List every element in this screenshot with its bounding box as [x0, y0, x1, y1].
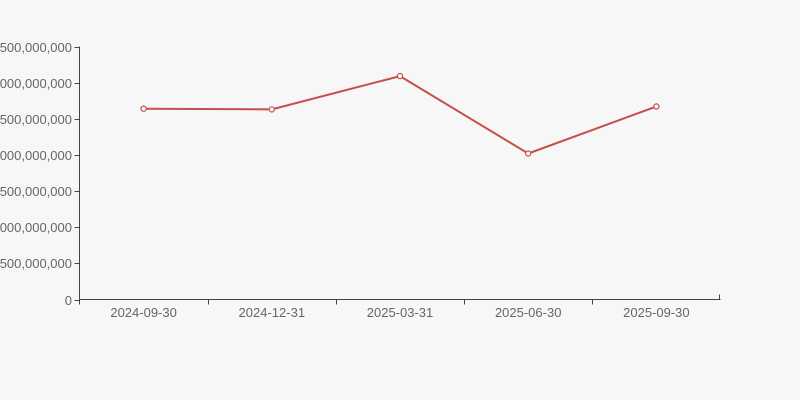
- x-tick-label: 2024-12-31: [239, 305, 306, 320]
- data-point-marker[interactable]: [268, 106, 275, 113]
- data-point-marker[interactable]: [140, 105, 147, 112]
- y-tick-label: 1,000,000,000: [0, 220, 72, 235]
- y-tick-label: 2,000,000,000: [0, 148, 72, 163]
- x-tick-label: 2025-06-30: [495, 305, 562, 320]
- x-tick-label: 2025-09-30: [623, 305, 690, 320]
- y-tick-label: 500,000,000: [0, 256, 72, 271]
- y-tick-label: 0: [65, 293, 72, 308]
- y-tick-label: 2,500,000,000: [0, 112, 72, 127]
- y-tick-label: 3,000,000,000: [0, 76, 72, 91]
- x-tick-label: 2024-09-30: [110, 305, 177, 320]
- y-tick-label: 1,500,000,000: [0, 184, 72, 199]
- x-tick-label: 2025-03-31: [367, 305, 434, 320]
- data-point-marker[interactable]: [653, 103, 660, 110]
- line-series: [142, 75, 658, 155]
- y-tick-label: 3,500,000,000: [0, 40, 72, 55]
- data-point-marker[interactable]: [525, 150, 532, 157]
- data-point-marker[interactable]: [396, 72, 404, 80]
